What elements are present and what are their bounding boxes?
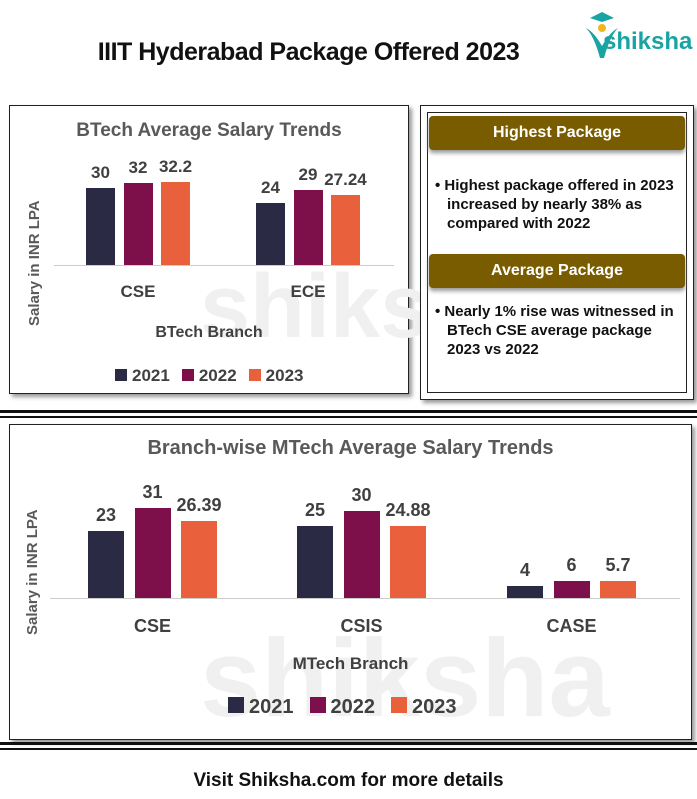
chart-title: Branch-wise MTech Average Salary Trends xyxy=(147,437,554,459)
legend-item: 2021 xyxy=(228,696,294,719)
data-label: 26.39 xyxy=(176,495,222,516)
highest-package-header: Highest Package xyxy=(429,116,685,150)
legend-label: 2022 xyxy=(198,366,237,385)
logo-text: shiksha xyxy=(603,28,693,55)
legend-label: 2021 xyxy=(249,696,294,718)
info-panel: Highest Package • Highest package offere… xyxy=(420,105,694,400)
bar-csis-2021 xyxy=(297,525,333,598)
chart-title: BTech Average Salary Trends xyxy=(76,120,342,141)
legend-label: 2023 xyxy=(265,366,304,385)
bar-cse-2022 xyxy=(123,182,153,265)
data-label: 24.88 xyxy=(385,499,431,520)
bar-case-2023 xyxy=(600,581,636,598)
bar-csis-2023 xyxy=(390,525,426,598)
data-label: 27.24 xyxy=(324,169,367,189)
bar-cse-2023 xyxy=(181,521,217,598)
legend-item: 2023 xyxy=(248,366,304,386)
legend-item: 2022 xyxy=(181,366,237,386)
legend-item: 2021 xyxy=(115,366,170,386)
x-axis-line xyxy=(50,598,680,599)
average-package-text: • Nearly 1% rise was witnessed in BTech … xyxy=(435,303,674,358)
y-axis-label: Salary in INR LPA xyxy=(24,509,41,635)
category-tick-label: CSIS xyxy=(340,616,383,636)
bar-ece-2023 xyxy=(331,194,360,265)
category-tick-label: CSE xyxy=(120,282,156,301)
info-inner-border xyxy=(427,112,687,393)
page-title: IIIT Hyderabad Package Offered 2023 xyxy=(97,38,520,66)
data-label: 24 xyxy=(261,178,280,198)
legend-swatch-icon xyxy=(248,369,261,381)
legend-label: 2022 xyxy=(330,696,376,718)
data-label: 5.7 xyxy=(605,555,631,576)
bar-ece-2021 xyxy=(256,203,285,265)
category-tick-label: ECE xyxy=(290,282,326,301)
footer-text: Visit Shiksha.com for more details xyxy=(193,770,504,791)
bar-cse-2021 xyxy=(88,531,124,598)
x-axis-line xyxy=(54,265,394,266)
btech-chart-panel: shiksha BTech Average Salary Trends Sala… xyxy=(9,105,535,394)
data-label: 30 xyxy=(351,485,372,505)
data-label: 23 xyxy=(95,505,117,526)
legend-swatch-icon xyxy=(228,697,244,713)
highest-package-text: • Highest package offered in 2023 increa… xyxy=(435,177,674,232)
category-tick-label: CASE xyxy=(546,616,597,636)
data-label: 25 xyxy=(304,499,326,520)
legend-swatch-icon xyxy=(115,369,127,381)
legend-swatch-icon xyxy=(391,697,407,713)
data-label: 32.2 xyxy=(158,157,193,177)
bar-cse-2023 xyxy=(161,182,190,265)
mtech-chart-panel: shiksha Branch-wise MTech Average Salary… xyxy=(9,424,692,740)
legend-label: 2023 xyxy=(412,696,457,718)
data-label: 32 xyxy=(128,157,148,177)
legend-swatch-icon xyxy=(181,369,194,381)
data-label: 4 xyxy=(519,560,530,581)
legend-item: 2023 xyxy=(391,696,457,719)
bar-ece-2022 xyxy=(293,190,323,265)
legend-swatch-icon xyxy=(309,697,326,713)
data-label: 29 xyxy=(298,165,318,185)
category-tick-label: CSE xyxy=(133,616,171,636)
bar-case-2021 xyxy=(507,586,543,598)
bar-csis-2022 xyxy=(343,511,380,598)
y-axis-label: Salary in INR LPA xyxy=(26,200,43,326)
data-label: 30 xyxy=(91,162,110,182)
data-label: 6 xyxy=(566,554,577,575)
data-label: 31 xyxy=(142,482,163,503)
average-package-header: Average Package xyxy=(429,254,685,288)
legend-item: 2022 xyxy=(309,696,376,719)
x-axis-label: MTech Branch xyxy=(292,654,409,673)
legend: 2021 2022 2023 xyxy=(228,696,457,719)
x-axis-label: BTech Branch xyxy=(155,324,263,341)
divider xyxy=(0,742,697,750)
legend-label: 2021 xyxy=(132,366,170,385)
bar-cse-2021 xyxy=(86,187,115,265)
bar-case-2022 xyxy=(553,580,590,598)
legend: 2021 2022 2023 xyxy=(115,366,303,386)
bar-cse-2022 xyxy=(134,508,171,598)
shiksha-logo-icon xyxy=(586,12,618,58)
divider xyxy=(0,410,697,418)
